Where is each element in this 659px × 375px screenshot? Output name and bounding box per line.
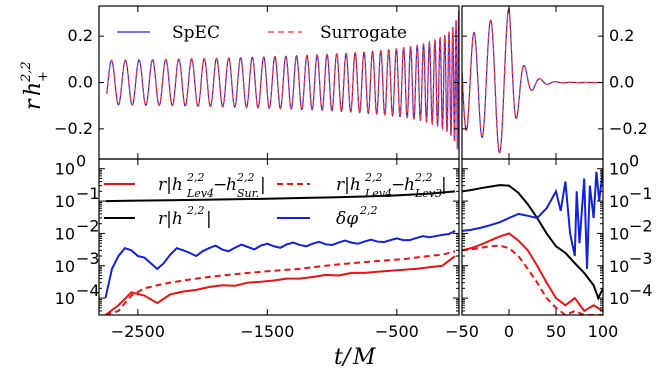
svg-text:|: | <box>441 175 447 195</box>
svg-text:M: M <box>352 345 376 370</box>
top-legend: SpEC Surrogate <box>117 23 407 43</box>
series-line-surrogate-inspiral <box>106 11 459 150</box>
bottom-right-xtick-label: −50 <box>445 322 479 341</box>
bottom-right-ytick-exponent: −2 <box>629 216 653 235</box>
bottom-left-ytick-exponent: −2 <box>76 216 100 235</box>
bottom-right-ytick-exponent: −3 <box>629 249 653 268</box>
svg-text:2,2: 2,2 <box>364 171 383 184</box>
legend-label-abs-h: r|h 2,2 | <box>158 204 212 229</box>
bottom-legend: r|h 2,2 Lev4 − h 2,2 Sur. | r|h 2,2 Lev4… <box>104 171 447 229</box>
svg-text:2,2: 2,2 <box>359 204 378 217</box>
bottom-left-ytick-exponent: −4 <box>76 281 100 300</box>
bottom-left-ytick-label: 10 <box>55 257 75 276</box>
svg-text:|: | <box>260 175 266 195</box>
bottom-right-xtick-label: 100 <box>588 322 619 341</box>
svg-text:r|h: r|h <box>336 175 361 195</box>
bottom-left-ytick-label: 10 <box>55 224 75 243</box>
bottom-left-series-abs-h <box>105 190 456 203</box>
bottom-left-xtick-label: −1500 <box>240 322 294 341</box>
top-ylabel: r h 2,2 + <box>19 61 51 110</box>
top-left-plot-area <box>106 11 459 150</box>
axis-ticks: 0.20.0−0.20.20.0−0.210 010 −110 −210 −310 −41… <box>54 6 653 341</box>
svg-text:h: h <box>226 175 237 195</box>
bottom-right-ytick-exponent: −4 <box>629 281 653 300</box>
legend-label-phase: δφ 2,2 <box>336 204 378 229</box>
bottom-left-series-lev4-sur <box>104 255 456 315</box>
svg-text:Lev3: Lev3 <box>414 187 442 200</box>
bottom-right-ytick-label: 10 <box>609 289 629 308</box>
bottom-right-series-lev4-sur <box>462 232 603 313</box>
bottom-right-axes-frame <box>461 158 604 316</box>
svg-text:2,2: 2,2 <box>186 171 205 184</box>
svg-text:r: r <box>21 98 46 110</box>
legend-label-spec: SpEC <box>172 23 220 43</box>
x-axis-label: t / M <box>334 345 376 370</box>
bottom-right-ytick-exponent: −1 <box>629 184 653 203</box>
bottom-left-ytick-label: 10 <box>55 160 75 179</box>
svg-text:Sur.: Sur. <box>237 187 259 200</box>
svg-text:+: + <box>36 71 51 82</box>
bottom-left-ytick-exponent: −1 <box>76 184 100 203</box>
svg-text:t: t <box>334 345 343 370</box>
bottom-right-ytick-label: 10 <box>609 224 629 243</box>
bottom-right-ytick-label: 10 <box>609 192 629 211</box>
bottom-left-ytick-exponent: 0 <box>76 152 86 171</box>
bottom-right-plot-area <box>462 168 603 315</box>
bottom-left-series-phase-error <box>104 229 456 299</box>
bottom-left-xtick-label: −500 <box>375 322 419 341</box>
bottom-left-ytick-exponent: −3 <box>76 249 100 268</box>
bottom-left-ytick-label: 10 <box>55 192 75 211</box>
top-right-plot-area <box>462 7 603 154</box>
svg-text:r|h: r|h <box>158 209 183 229</box>
bottom-left-plot-area <box>104 190 456 315</box>
top-left-ytick-label: −0.2 <box>54 119 93 138</box>
bottom-right-ytick-label: 10 <box>609 257 629 276</box>
svg-text:|: | <box>206 209 212 229</box>
bottom-left-series-lev4-lev3 <box>105 250 456 315</box>
top-left-ytick-label: 0.2 <box>68 26 93 45</box>
top-right-ytick-label: −0.2 <box>609 119 648 138</box>
series-line-surrogate-merger <box>462 7 603 154</box>
svg-text:δφ: δφ <box>336 209 358 229</box>
svg-text:2,2: 2,2 <box>186 204 205 217</box>
bottom-right-xtick-label: 0 <box>504 322 514 341</box>
bottom-left-xtick-label: −2500 <box>111 322 165 341</box>
svg-text:Lev4: Lev4 <box>186 187 214 200</box>
svg-text:Lev4: Lev4 <box>364 187 392 200</box>
svg-text:/: / <box>341 345 353 370</box>
bottom-left-ytick-label: 10 <box>55 289 75 308</box>
svg-text:2,2: 2,2 <box>19 61 34 83</box>
bottom-right-ytick-exponent: 0 <box>629 152 639 171</box>
svg-text:h: h <box>21 82 46 96</box>
bottom-right-series-phase-error <box>462 168 603 269</box>
bottom-right-ytick-label: 10 <box>609 160 629 179</box>
svg-text:2,2: 2,2 <box>236 171 255 184</box>
svg-text:−: − <box>391 175 405 195</box>
legend-label-lev4-sur: r|h 2,2 Lev4 − h 2,2 Sur. | <box>158 171 266 200</box>
svg-text:−: − <box>213 175 227 195</box>
bottom-right-xtick-label: 50 <box>546 322 566 341</box>
bottom-right-series-lev4-lev3 <box>462 244 603 315</box>
svg-text:r|h: r|h <box>158 175 183 195</box>
top-right-ytick-label: 0.0 <box>609 73 634 92</box>
svg-text:h: h <box>404 175 415 195</box>
top-right-ytick-label: 0.2 <box>609 26 634 45</box>
svg-text:2,2: 2,2 <box>414 171 433 184</box>
legend-label-surrogate: Surrogate <box>320 23 407 43</box>
legend-label-lev4-lev3: r|h 2,2 Lev4 − h 2,2 Lev3 | <box>336 171 447 200</box>
top-left-ytick-label: 0.0 <box>68 73 93 92</box>
